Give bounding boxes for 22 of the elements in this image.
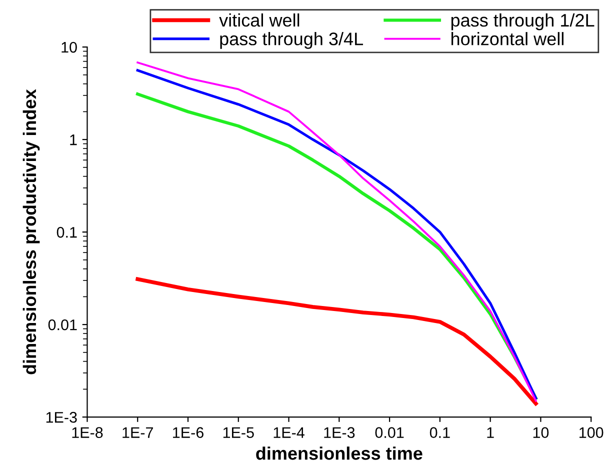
x-tick-label: 0.01 <box>375 427 404 438</box>
x-tick-label: 0.1 <box>430 427 450 438</box>
x-tick-label: 10 <box>533 427 549 438</box>
legend-label: horizontal well <box>452 32 564 46</box>
x-tick-label: 1E-5 <box>223 427 254 438</box>
y-tick-label: 0.01 <box>48 319 77 330</box>
y-tick-label: 1 <box>70 134 77 146</box>
x-tick-label: 1E-4 <box>274 427 304 438</box>
legend-label: pass through 3/4L <box>220 32 364 49</box>
y-tick-label: 1E-3 <box>46 412 77 423</box>
y-axis-title: dimensionless productivity index <box>22 89 40 374</box>
x-tick-label: 100 <box>580 427 604 438</box>
legend-label: pass through 1/2L <box>451 13 594 30</box>
y-tick-label: 10 <box>62 42 77 53</box>
x-tick-label: 1E-8 <box>72 427 103 438</box>
x-tick-label: 1E-7 <box>122 427 153 438</box>
x-tick-label: 1E-3 <box>324 427 355 438</box>
legend-label: vitical well <box>219 13 300 27</box>
y-tick-label: 0.1 <box>56 226 77 238</box>
x-tick-label: 1E-6 <box>173 427 204 438</box>
x-axis-title: dimensionless time <box>256 446 422 460</box>
x-tick-label: 1 <box>487 427 494 438</box>
